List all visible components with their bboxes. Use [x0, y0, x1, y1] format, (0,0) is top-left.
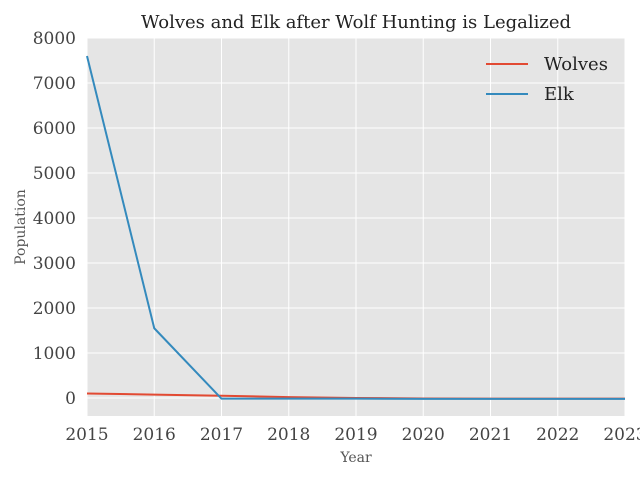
- series-group: [86, 55, 625, 400]
- y-tick-label: 2000: [33, 299, 76, 319]
- x-tick-label: 2018: [267, 425, 310, 445]
- x-tick-label: 2022: [536, 425, 579, 445]
- y-tick-label: 1000: [33, 344, 76, 364]
- y-tick-label: 6000: [33, 119, 76, 139]
- x-tick-label: 2023: [603, 425, 640, 445]
- x-tick-label: 2015: [65, 425, 108, 445]
- x-tick-label: 2020: [402, 425, 445, 445]
- y-tick-label: 4000: [33, 209, 76, 229]
- chart-title: Wolves and Elk after Wolf Hunting is Leg…: [141, 12, 571, 33]
- x-tick-labels: 2015 2016 2017 2018 2019 2020 2021 2022 2023: [65, 425, 640, 445]
- y-axis-label: Population: [13, 189, 29, 265]
- legend: Wolves Elk: [486, 54, 608, 105]
- legend-label-elk: Elk: [544, 84, 575, 105]
- x-tick-label: 2019: [334, 425, 377, 445]
- x-tick-label: 2017: [200, 425, 243, 445]
- y-tick-label: 5000: [33, 164, 76, 184]
- legend-label-wolves: Wolves: [544, 54, 608, 75]
- y-tick-labels: 0 1000 2000 3000 4000 5000 6000 7000 8000: [33, 29, 76, 409]
- y-tick-label: 8000: [33, 29, 76, 49]
- x-tick-label: 2016: [133, 425, 176, 445]
- y-tick-label: 0: [65, 389, 76, 409]
- series-line-elk: [86, 55, 625, 400]
- x-axis-label: Year: [339, 450, 372, 466]
- y-tick-label: 3000: [33, 254, 76, 274]
- y-tick-label: 7000: [33, 74, 76, 94]
- x-tick-label: 2021: [469, 425, 512, 445]
